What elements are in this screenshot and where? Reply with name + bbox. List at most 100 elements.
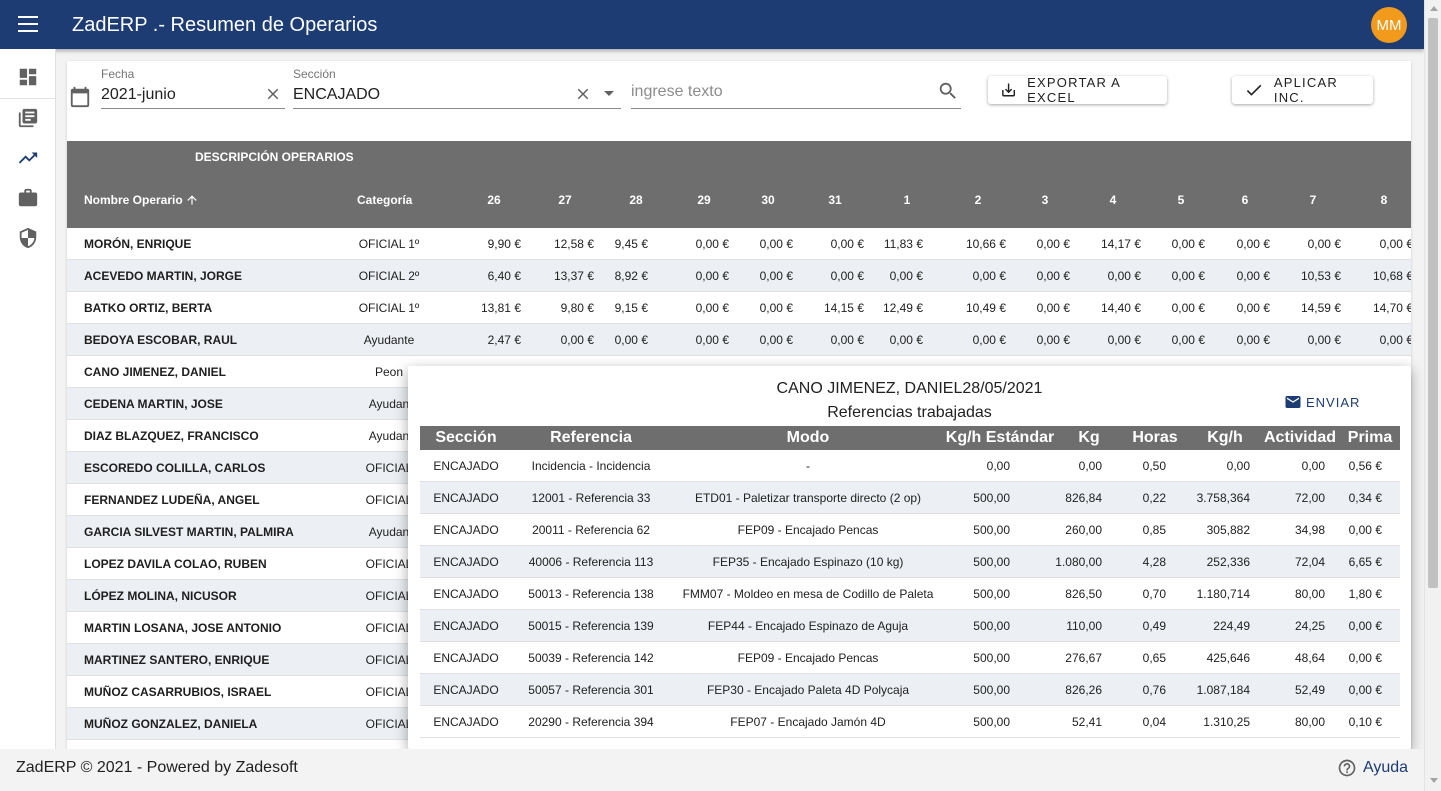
send-button[interactable]: ENVIAR [1282,393,1360,411]
table-row[interactable]: ACEVEDO MARTIN, JORGE OFICIAL 2º 6,40 € 13,… [67,260,1411,292]
day-header[interactable]: 7 [1309,193,1317,207]
briefcase-icon[interactable] [17,187,39,209]
reference-cell: 3.758,364 [1196,491,1250,505]
reference-cell: FEP07 - Encajado Jamón 4D [730,715,886,729]
fecha-field[interactable]: 2021-junio [101,86,176,103]
clear-fecha-icon[interactable] [264,85,280,101]
reference-row: ENCAJADO 20290 - Referencia 394 FEP07 - En… [420,706,1400,738]
security-shield-icon[interactable] [17,227,39,249]
day-header[interactable]: 30 [761,193,775,207]
reference-cell: 20011 - Referencia 62 [532,523,650,537]
calendar-icon[interactable] [69,85,91,114]
day-header[interactable]: 6 [1241,193,1249,207]
help-link[interactable]: Ayuda [1337,758,1408,778]
reference-cell: ENCAJADO [433,619,499,633]
day-header[interactable]: 28 [629,193,643,207]
menu-icon[interactable] [18,16,38,32]
scroll-up-arrow[interactable] [1430,6,1438,11]
reference-cell: 276,67 [1065,651,1102,665]
day-value: 0,00 € [1036,333,1070,347]
user-avatar[interactable]: MM [1371,7,1407,43]
operator-name: ACEVEDO MARTIN, JORGE [84,269,243,283]
dashboard-icon[interactable] [17,66,39,88]
reference-cell: FEP09 - Encajado Pencas [737,651,879,665]
reference-cell: 72,00 [1294,491,1325,505]
reference-cell: ENCAJADO [433,491,499,505]
day-value: 14,70 € [1372,301,1411,315]
reference-cell: ENCAJADO [433,651,499,665]
day-value: 0,00 € [1307,333,1341,347]
reference-cell: 260,00 [1065,523,1102,537]
day-value: 14,15 € [823,301,864,315]
day-header[interactable]: 8 [1380,193,1388,207]
dropdown-arrow-icon[interactable] [604,91,614,96]
library-books-icon[interactable] [17,107,39,129]
operator-category: OFICIAL [365,461,413,475]
search-input[interactable] [631,81,931,103]
scrollbar-thumb[interactable] [1428,18,1438,588]
day-header[interactable]: 31 [828,193,842,207]
category-header[interactable]: Categoría [357,193,413,207]
references-column-header: Modo [786,429,830,446]
apply-incidences-button[interactable]: APLICAR INC. [1232,75,1373,105]
export-excel-button[interactable]: EXPORTAR A EXCEL [988,75,1167,105]
day-value: 0,00 € [614,333,648,347]
day-header[interactable]: 27 [558,193,572,207]
day-header[interactable]: 3 [1041,193,1049,207]
reference-row: ENCAJADO 50015 - Referencia 139 FEP44 - En… [420,610,1400,642]
reference-cell: 20290 - Referencia 394 [528,715,654,729]
reference-cell: 50015 - Referencia 139 [528,619,654,633]
table-row[interactable]: MORÓN, ENRIQUE OFICIAL 1º 9,90 € 12,58 € 9,4… [67,228,1411,260]
sidebar [0,49,56,749]
reference-cell: 305,882 [1206,523,1250,537]
day-header[interactable]: 5 [1177,193,1185,207]
reference-cell: 500,00 [973,619,1010,633]
reference-cell: 500,00 [973,651,1010,665]
table-row[interactable]: BATKO ORTIZ, BERTA OFICIAL 1º 13,81 € 9,80 … [67,292,1411,324]
day-value: 0,00 € [1036,237,1070,251]
operator-name: DIAZ BLAZQUEZ, FRANCISCO [84,429,259,443]
operator-category: OFICIAL [365,653,413,667]
reference-cell: 80,00 [1294,715,1325,729]
scroll-down-arrow[interactable] [1430,778,1438,783]
reference-cell: FEP30 - Encajado Paleta 4D Polycaja [706,683,910,697]
table-header: DESCRIPCIÓN OPERARIOS Nombre Operario Ca… [67,141,1411,228]
day-value: 10,53 € [1300,269,1341,283]
day-header[interactable]: 4 [1109,193,1117,207]
reference-cell: 0,10 € [1348,715,1382,729]
reference-cell: 48,64 [1294,651,1325,665]
day-value: 0,00 € [1036,301,1070,315]
day-value: 0,00 € [1171,237,1205,251]
day-value: 9,80 € [560,301,594,315]
page-title: ZadERP .- Resumen de Operarios [72,14,378,36]
day-value: 0,00 € [830,237,864,251]
clear-seccion-icon[interactable] [574,85,590,101]
reference-cell: 0,00 € [1348,619,1382,633]
reference-cell: 500,00 [973,683,1010,697]
reference-cell: 1.087,184 [1196,683,1250,697]
day-header[interactable]: 29 [697,193,711,207]
reference-row: ENCAJADO 50039 - Referencia 142 FEP09 - En… [420,642,1400,674]
sort-name-header[interactable]: Nombre Operario [84,193,199,207]
references-column-header: Kg [1078,429,1100,446]
reference-cell: FEP35 - Encajado Espinazo (10 kg) [712,555,904,569]
name-header-label: Nombre Operario [84,193,183,207]
reference-cell: 0,56 € [1348,459,1382,473]
day-header[interactable]: 26 [487,193,501,207]
send-label: ENVIAR [1306,394,1361,410]
reference-cell: 1.080,00 [1055,555,1102,569]
day-header[interactable]: 2 [974,193,982,207]
table-row[interactable]: BEDOYA ESCOBAR, RAUL Ayudante 2,47 € 0,00 €… [67,324,1411,356]
reference-cell: 500,00 [973,491,1010,505]
page-scrollbar[interactable] [1424,0,1441,791]
day-value: 8,92 € [614,269,648,283]
day-value: 9,45 € [614,237,648,251]
trending-up-icon[interactable] [17,147,39,169]
operator-category: OFICIAL [365,621,413,635]
day-value: 0,00 € [759,333,793,347]
seccion-select[interactable]: ENCAJADO [293,86,381,103]
search-icon[interactable] [937,80,959,107]
reference-cell: 826,50 [1065,587,1102,601]
day-header[interactable]: 1 [903,193,911,207]
reference-cell: 500,00 [973,587,1010,601]
